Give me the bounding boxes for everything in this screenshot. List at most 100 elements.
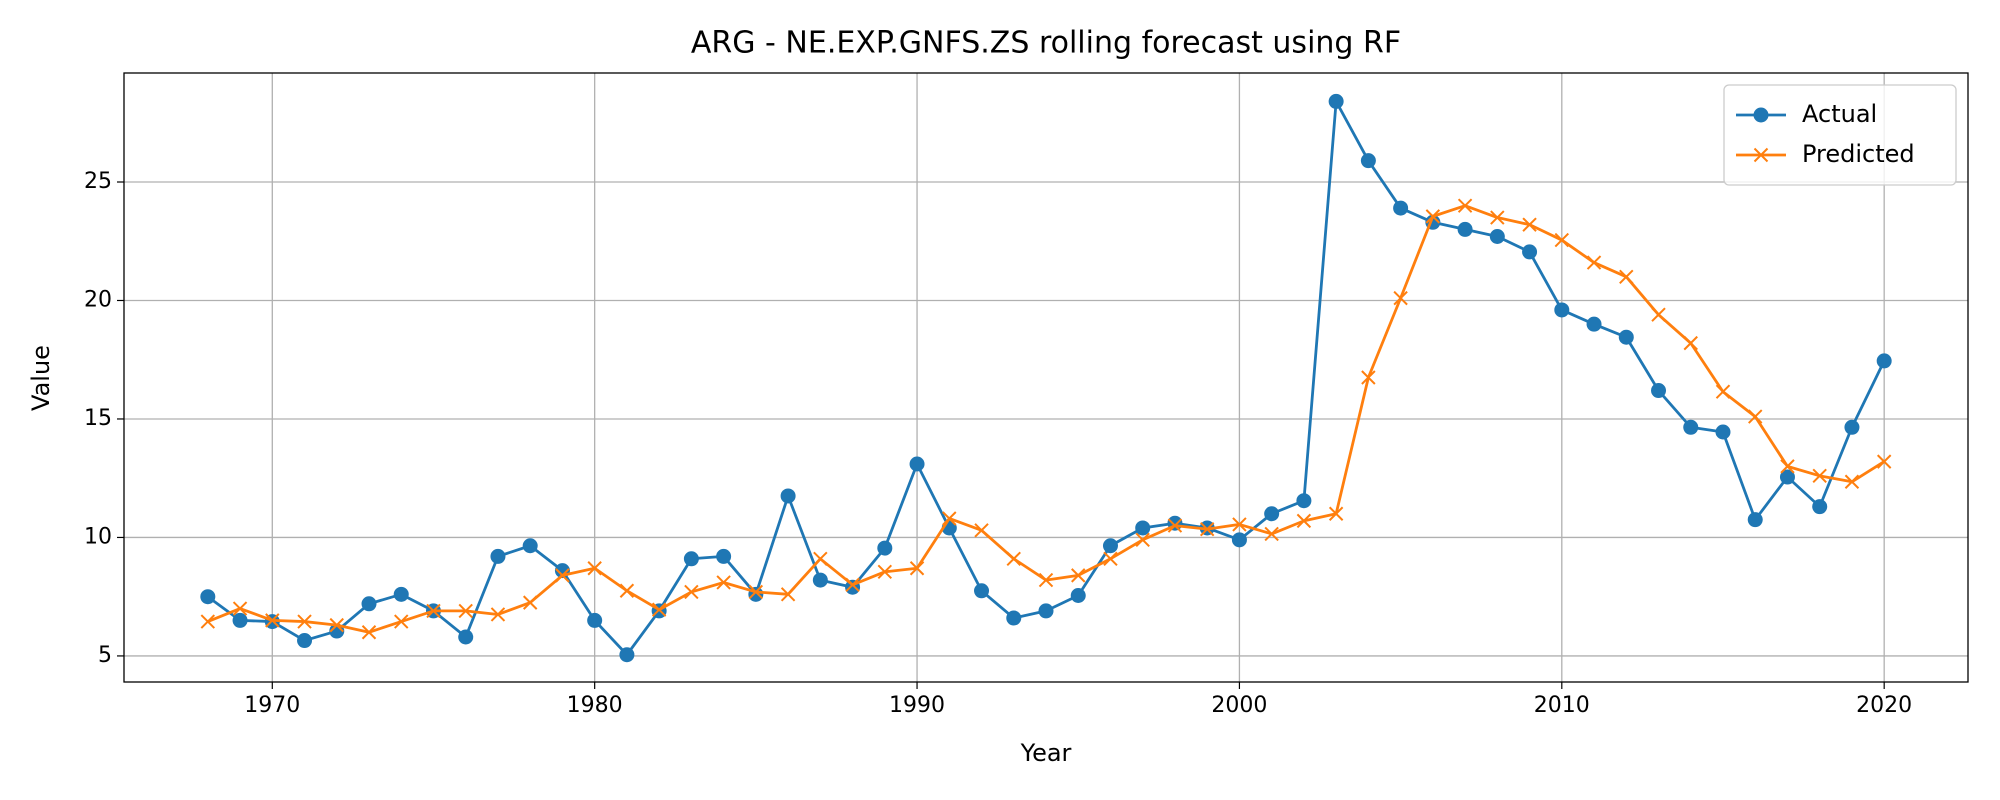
marker <box>361 625 377 640</box>
series-line <box>206 100 1886 657</box>
marker <box>1038 572 1054 588</box>
marker <box>200 589 216 605</box>
marker <box>1844 474 1860 489</box>
marker <box>1522 217 1537 232</box>
marker <box>1780 459 1795 474</box>
marker <box>458 603 473 619</box>
marker <box>522 538 538 554</box>
marker <box>1135 532 1150 548</box>
marker <box>812 572 828 588</box>
marker <box>909 456 925 472</box>
marker <box>1779 469 1795 485</box>
marker <box>1490 210 1505 225</box>
marker <box>232 612 248 628</box>
marker <box>426 603 441 619</box>
marker <box>619 583 635 598</box>
marker <box>1586 255 1602 270</box>
marker <box>1264 526 1279 542</box>
marker <box>587 612 603 628</box>
marker <box>1006 610 1022 626</box>
marker <box>780 488 796 504</box>
marker <box>909 561 925 576</box>
marker <box>1328 93 1344 109</box>
marker <box>1457 198 1473 213</box>
marker <box>716 548 732 564</box>
marker <box>1070 588 1086 604</box>
marker <box>748 584 764 600</box>
marker <box>490 548 506 564</box>
marker <box>1554 302 1570 318</box>
marker <box>1812 468 1827 484</box>
marker <box>1199 521 1215 537</box>
marker <box>1715 424 1731 440</box>
plot-frame <box>123 72 1969 683</box>
x-tick-label: 1970 <box>244 693 300 718</box>
marker <box>1231 532 1247 548</box>
marker <box>974 523 989 538</box>
chart-title: ARG - NE.EXP.GNFS.ZS rolling forecast us… <box>691 26 1401 61</box>
marker <box>1651 307 1666 322</box>
legend-label: Predicted <box>1802 140 1915 168</box>
marker <box>297 633 313 649</box>
marker <box>1328 506 1344 521</box>
marker <box>1102 538 1118 554</box>
marker <box>684 584 699 600</box>
marker <box>1167 518 1183 533</box>
marker <box>1554 232 1570 248</box>
marker <box>683 551 699 567</box>
marker <box>1715 384 1731 399</box>
marker <box>1393 290 1408 306</box>
marker <box>1748 409 1763 424</box>
marker <box>1135 520 1151 536</box>
marker <box>1393 200 1409 216</box>
marker <box>1232 517 1247 532</box>
marker <box>877 540 893 556</box>
y-tick-label: 5 <box>98 643 112 668</box>
marker <box>1812 499 1828 515</box>
legend-marker <box>1753 147 1769 163</box>
marker <box>1618 329 1634 345</box>
marker <box>1844 419 1860 435</box>
x-tick-label: 2000 <box>1211 693 1267 718</box>
x-tick-label: 1990 <box>889 693 945 718</box>
marker <box>393 586 409 602</box>
marker <box>329 617 344 633</box>
marker <box>974 583 990 599</box>
legend-label: Actual <box>1802 100 1877 128</box>
marker <box>780 587 796 602</box>
marker <box>265 613 280 628</box>
marker <box>1296 513 1312 529</box>
marker <box>232 601 248 616</box>
y-axis-label: Value <box>27 345 55 411</box>
marker <box>1876 454 1892 469</box>
marker <box>1425 209 1441 224</box>
y-tick-label: 25 <box>84 169 112 194</box>
legend-box <box>1723 84 1957 186</box>
x-tick-label: 2010 <box>1534 693 1590 718</box>
marker <box>490 607 506 622</box>
y-tick-label: 20 <box>84 287 112 312</box>
marker <box>587 561 602 576</box>
y-tick-label: 15 <box>84 406 112 431</box>
marker <box>1457 221 1473 237</box>
marker <box>1586 316 1602 332</box>
marker <box>877 564 893 580</box>
marker <box>1361 370 1376 385</box>
x-axis-label: Year <box>1020 739 1072 767</box>
marker <box>1522 244 1538 260</box>
marker <box>297 614 312 629</box>
marker <box>1360 153 1376 169</box>
x-tick-label: 1980 <box>567 693 623 718</box>
marker <box>1683 335 1698 351</box>
marker <box>845 577 860 593</box>
marker <box>1071 568 1086 583</box>
marker <box>394 614 409 629</box>
legend-marker <box>1753 107 1769 123</box>
marker <box>458 629 474 645</box>
y-tick-label: 10 <box>84 524 112 549</box>
marker <box>1296 493 1312 509</box>
marker <box>813 551 828 566</box>
marker <box>619 647 635 663</box>
marker <box>942 511 957 526</box>
